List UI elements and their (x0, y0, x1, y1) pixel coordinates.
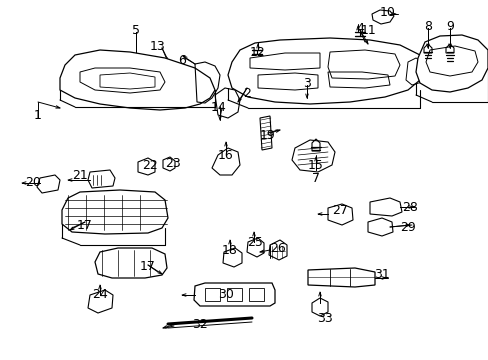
Text: 19: 19 (260, 129, 275, 141)
Text: 17: 17 (140, 261, 156, 274)
Polygon shape (415, 35, 487, 92)
Text: 29: 29 (399, 220, 415, 234)
Text: 24: 24 (92, 288, 108, 302)
Text: 23: 23 (165, 157, 181, 170)
Text: 22: 22 (142, 158, 158, 171)
Polygon shape (60, 50, 215, 110)
Text: 4: 4 (355, 22, 363, 35)
Text: 1: 1 (34, 108, 42, 122)
Text: 8: 8 (423, 19, 431, 32)
Text: 13: 13 (150, 40, 165, 53)
Text: 28: 28 (401, 201, 417, 213)
Text: 20: 20 (25, 176, 41, 189)
Text: 7: 7 (311, 171, 319, 185)
Text: 18: 18 (222, 243, 238, 257)
Polygon shape (62, 190, 168, 234)
Text: 26: 26 (269, 242, 285, 255)
Text: 11: 11 (360, 23, 376, 36)
Text: 15: 15 (307, 158, 323, 171)
Polygon shape (95, 248, 167, 278)
Text: 2: 2 (243, 86, 250, 99)
Text: 5: 5 (132, 23, 140, 36)
Text: 3: 3 (303, 77, 310, 90)
Text: 17: 17 (77, 219, 93, 231)
Text: 12: 12 (250, 45, 265, 59)
Text: 33: 33 (317, 311, 332, 324)
Text: 25: 25 (246, 235, 263, 248)
Text: 14: 14 (211, 100, 226, 113)
Text: 16: 16 (218, 149, 233, 162)
Text: 10: 10 (379, 5, 395, 18)
Text: 9: 9 (445, 19, 453, 32)
Text: 30: 30 (218, 288, 233, 302)
Text: 32: 32 (192, 319, 207, 332)
Text: 31: 31 (373, 269, 389, 282)
Text: 6: 6 (178, 54, 185, 67)
Polygon shape (227, 38, 424, 104)
Text: 27: 27 (331, 203, 347, 216)
Text: 21: 21 (72, 168, 88, 181)
